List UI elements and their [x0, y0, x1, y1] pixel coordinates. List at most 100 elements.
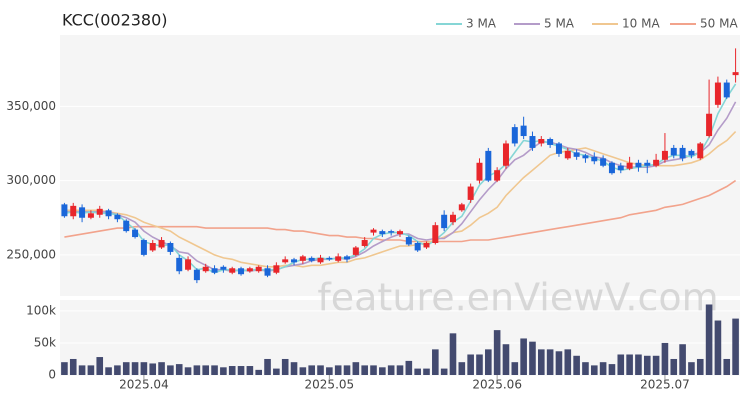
candle-body — [397, 231, 403, 235]
volume-bar — [167, 365, 174, 375]
volume-bar — [193, 365, 201, 375]
candle-body — [573, 152, 580, 157]
candle-body — [670, 147, 677, 156]
y-tick-label: 300,000 — [6, 173, 56, 187]
volume-bar — [732, 318, 739, 375]
candle-body — [661, 150, 668, 160]
volume-bar — [635, 354, 642, 375]
volume-bar — [714, 320, 722, 375]
volume-bar — [493, 330, 501, 375]
candle-body — [132, 229, 139, 238]
candle-body — [494, 170, 501, 181]
volume-bar — [228, 366, 236, 375]
candle-body — [582, 155, 589, 159]
candle-body — [564, 150, 571, 159]
volume-bar — [184, 367, 192, 375]
candle-body — [308, 257, 315, 261]
candle-body — [291, 259, 298, 263]
volume-bar — [485, 349, 492, 375]
candle-body — [202, 266, 209, 272]
volume-bar — [61, 362, 68, 375]
y-tick-label: 50k — [34, 335, 56, 349]
candle-body — [238, 268, 245, 275]
legend-label: 10 MA — [622, 17, 660, 31]
volume-bar — [643, 355, 651, 375]
volume-bar — [511, 362, 519, 375]
volume-bar — [440, 368, 448, 375]
volume-bar — [723, 358, 731, 375]
candle-body — [149, 243, 156, 251]
candle-body — [511, 127, 518, 144]
x-tick-label: 2025.07 — [640, 378, 690, 392]
volume-bar — [69, 358, 77, 375]
candle-body — [617, 165, 624, 171]
candle-body — [423, 243, 430, 248]
candle-body — [246, 268, 253, 272]
ma-line — [64, 131, 737, 268]
candle-body — [211, 268, 218, 273]
volume-bar — [432, 349, 439, 375]
volume-bar — [246, 366, 254, 375]
volume-bar — [661, 342, 669, 375]
legend-label: 50 MA — [700, 17, 738, 31]
candle-body — [255, 266, 262, 272]
candle-body — [538, 139, 545, 144]
y-tick-label: 0 — [48, 368, 56, 382]
candle-body — [449, 214, 456, 223]
candle-body — [264, 268, 271, 276]
volume-bar — [537, 349, 545, 375]
volume-bar — [696, 358, 704, 375]
candle-body — [591, 156, 598, 162]
candle-body — [626, 162, 633, 169]
volume-bar — [617, 354, 625, 375]
candle-body — [600, 158, 607, 166]
candle-body — [732, 72, 739, 76]
volume-bar — [149, 363, 157, 375]
candle-body — [458, 204, 465, 211]
candle-body — [653, 159, 660, 166]
candle-body — [388, 231, 395, 233]
volume-bar — [334, 365, 342, 375]
volume-bar — [679, 344, 686, 375]
candle-body — [706, 113, 713, 137]
y-tick-label: 100k — [26, 303, 56, 317]
candle-body — [485, 150, 492, 181]
volume-bar — [467, 354, 474, 375]
volume-bar — [520, 338, 527, 375]
candle-body — [299, 256, 306, 261]
volume-bar — [290, 362, 298, 375]
candle-body — [405, 237, 412, 245]
candle-body — [167, 243, 174, 252]
candle-body — [432, 225, 439, 243]
candle-body — [96, 208, 103, 215]
candle-body — [105, 210, 112, 217]
candle-body — [344, 256, 351, 260]
volume-bar — [626, 354, 633, 375]
legend-label: 3 MA — [466, 17, 497, 31]
candle-body — [326, 257, 333, 260]
volume-bar — [343, 365, 351, 375]
volume-bar — [361, 365, 368, 375]
volume-bar — [608, 364, 616, 375]
candle-body — [87, 213, 94, 218]
volume-bar — [317, 365, 324, 375]
candle-body — [158, 240, 165, 248]
candle-body — [317, 257, 324, 263]
candle-body — [370, 229, 377, 233]
volume-bar — [405, 360, 413, 375]
volume-bar — [308, 365, 315, 375]
candle-body — [140, 240, 147, 255]
volume-bar — [476, 354, 483, 375]
candle-body — [476, 162, 483, 181]
volume-bar — [96, 357, 104, 375]
candle-body — [414, 243, 421, 251]
candle-body — [608, 162, 615, 174]
chart-title: KCC(002380) — [62, 11, 168, 30]
x-tick-label: 2025.04 — [119, 378, 169, 392]
y-tick-label: 350,000 — [6, 99, 56, 113]
volume-bar — [573, 355, 580, 375]
candle-body — [282, 259, 289, 263]
volume-bar — [78, 365, 86, 375]
watermark: feature.enViewV.com — [317, 276, 718, 320]
volume-bar — [255, 369, 263, 375]
